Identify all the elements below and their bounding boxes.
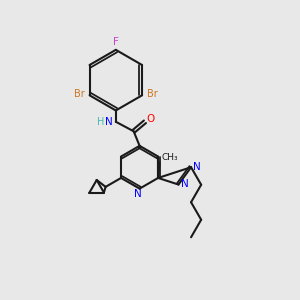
Text: N: N	[105, 117, 113, 127]
Text: Br: Br	[74, 89, 85, 99]
Text: N: N	[181, 179, 188, 189]
Text: F: F	[113, 38, 119, 47]
Text: H: H	[97, 117, 105, 127]
Text: Br: Br	[147, 89, 158, 99]
Text: O: O	[146, 114, 154, 124]
Text: N: N	[134, 189, 142, 199]
Text: N: N	[193, 162, 201, 172]
Text: CH₃: CH₃	[162, 153, 178, 162]
